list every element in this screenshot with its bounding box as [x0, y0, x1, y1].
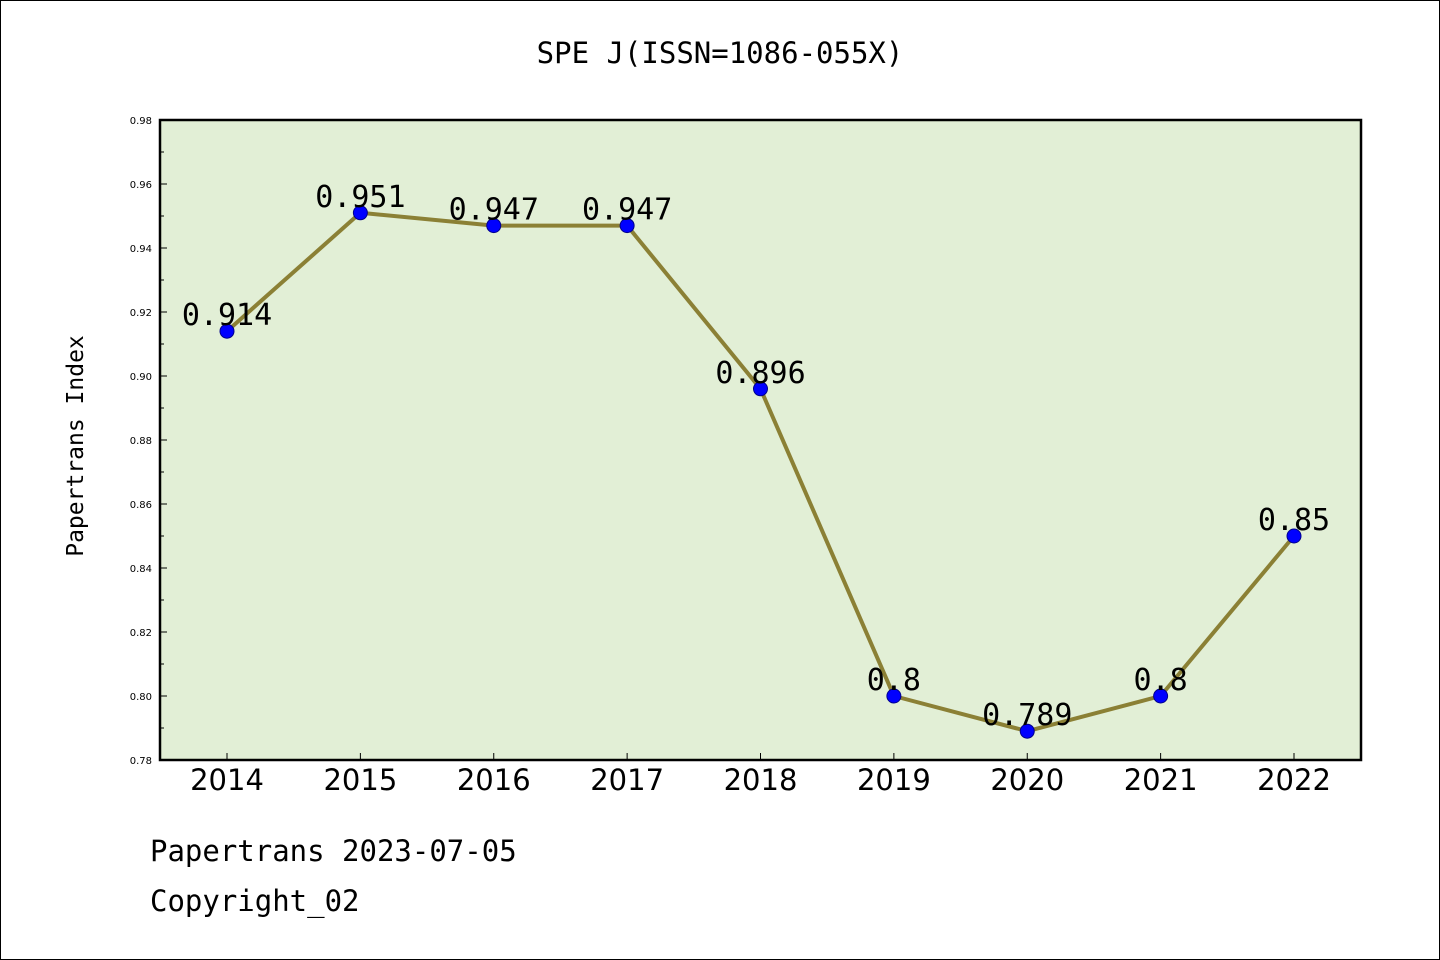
data-label-2016: 0.947 [449, 193, 539, 228]
y-tick-label: 0.86 [130, 500, 152, 511]
data-label-2021: 0.8 [1134, 663, 1188, 698]
data-label-2020: 0.789 [982, 698, 1072, 733]
data-label-2014: 0.914 [182, 298, 272, 333]
data-point-2021 [1153, 688, 1169, 704]
data-label-2017: 0.947 [582, 193, 672, 228]
data-point-2015 [352, 205, 368, 221]
x-tick-label-2020: 2020 [990, 763, 1064, 797]
x-tick-label-2017: 2017 [590, 763, 664, 797]
data-label-2018: 0.896 [715, 356, 805, 391]
y-tick-label: 0.82 [130, 628, 152, 639]
footer-date: Papertrans 2023-07-05 [150, 834, 517, 868]
footer-copyright: Copyright_02 [150, 884, 360, 918]
y-tick-label: 0.78 [130, 756, 152, 767]
y-tick-label: 0.80 [130, 692, 152, 703]
y-tick-label: 0.96 [130, 180, 152, 191]
x-tick-label-2019: 2019 [857, 763, 931, 797]
data-point-2016 [486, 218, 502, 234]
y-tick-label: 0.98 [130, 116, 152, 127]
y-tick-label: 0.90 [130, 372, 152, 383]
plot-border [158, 118, 1363, 762]
data-point-2018 [753, 381, 768, 397]
chart-title: SPE J(ISSN=1086-055X) [536, 36, 904, 70]
x-tick-label-2021: 2021 [1124, 763, 1198, 797]
y-tick-label: 0.88 [130, 436, 152, 447]
data-point-2020 [1019, 723, 1035, 739]
x-tick-label-2016: 2016 [457, 763, 531, 797]
plot-area [160, 120, 1361, 760]
x-tick-label-2014: 2014 [190, 763, 264, 797]
x-tick-label-2018: 2018 [724, 763, 798, 797]
y-tick-label: 0.84 [130, 564, 152, 575]
data-point-2017 [619, 218, 635, 234]
data-point-2022 [1286, 528, 1302, 544]
data-point-2014 [219, 323, 235, 339]
data-label-2015: 0.951 [315, 180, 405, 215]
x-tick-label-2022: 2022 [1257, 763, 1331, 797]
data-label-2022: 0.85 [1258, 503, 1330, 538]
x-tick-label-2015: 2015 [323, 763, 397, 797]
y-tick-label: 0.94 [130, 244, 152, 255]
data-label-2019: 0.8 [867, 663, 921, 698]
data-point-2019 [886, 688, 902, 704]
y-tick-label: 0.92 [130, 308, 152, 319]
